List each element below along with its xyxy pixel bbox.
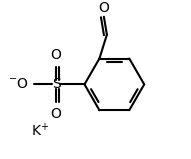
- Text: O: O: [51, 48, 62, 62]
- Text: $^{-}$O: $^{-}$O: [8, 77, 29, 91]
- Text: O: O: [99, 1, 109, 15]
- Text: K$^{+}$: K$^{+}$: [31, 122, 49, 140]
- Text: S: S: [52, 77, 61, 91]
- Text: O: O: [51, 107, 62, 121]
